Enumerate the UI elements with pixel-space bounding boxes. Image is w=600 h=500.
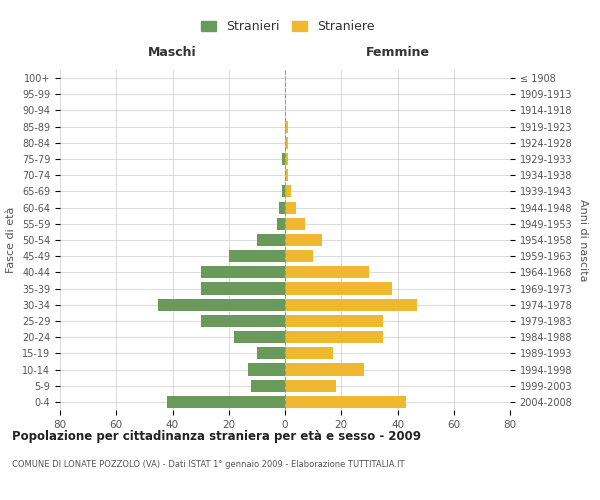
- Bar: [285, 137, 288, 149]
- Bar: [200, 315, 285, 327]
- Bar: [167, 396, 285, 408]
- Bar: [285, 315, 383, 327]
- Bar: [280, 202, 285, 213]
- Text: Femmine: Femmine: [365, 46, 430, 59]
- Bar: [285, 120, 288, 132]
- Bar: [235, 331, 285, 343]
- Y-axis label: Anni di nascita: Anni di nascita: [578, 198, 588, 281]
- Bar: [285, 218, 305, 230]
- Bar: [285, 380, 335, 392]
- Bar: [285, 186, 290, 198]
- Bar: [282, 186, 285, 198]
- Y-axis label: Fasce di età: Fasce di età: [7, 207, 16, 273]
- Bar: [285, 298, 417, 311]
- Bar: [285, 234, 322, 246]
- Bar: [277, 218, 285, 230]
- Text: Maschi: Maschi: [148, 46, 197, 59]
- Bar: [200, 282, 285, 294]
- Bar: [285, 250, 313, 262]
- Bar: [158, 298, 285, 311]
- Bar: [248, 364, 285, 376]
- Text: COMUNE DI LONATE POZZOLO (VA) - Dati ISTAT 1° gennaio 2009 - Elaborazione TUTTIT: COMUNE DI LONATE POZZOLO (VA) - Dati IST…: [12, 460, 404, 469]
- Legend: Stranieri, Straniere: Stranieri, Straniere: [197, 16, 379, 37]
- Bar: [285, 396, 406, 408]
- Bar: [285, 364, 364, 376]
- Bar: [251, 380, 285, 392]
- Bar: [285, 169, 288, 181]
- Bar: [229, 250, 285, 262]
- Bar: [282, 153, 285, 165]
- Bar: [285, 202, 296, 213]
- Text: Popolazione per cittadinanza straniera per età e sesso - 2009: Popolazione per cittadinanza straniera p…: [12, 430, 421, 443]
- Bar: [200, 266, 285, 278]
- Bar: [257, 348, 285, 360]
- Bar: [285, 348, 333, 360]
- Bar: [285, 331, 383, 343]
- Bar: [285, 153, 288, 165]
- Bar: [285, 266, 370, 278]
- Bar: [285, 282, 392, 294]
- Bar: [257, 234, 285, 246]
